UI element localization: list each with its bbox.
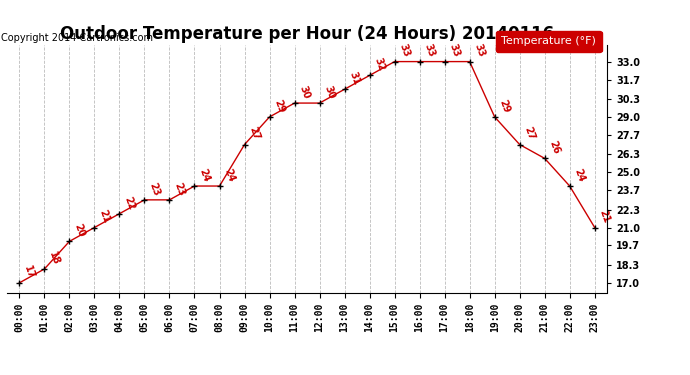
Text: 29: 29 <box>497 98 512 114</box>
Text: 22: 22 <box>122 195 137 211</box>
Text: 24: 24 <box>222 167 237 183</box>
Text: 27: 27 <box>248 126 262 142</box>
Text: 23: 23 <box>172 181 186 197</box>
Text: 33: 33 <box>422 43 437 59</box>
Text: 21: 21 <box>598 209 612 225</box>
Text: 33: 33 <box>448 43 462 59</box>
Text: 27: 27 <box>522 126 537 142</box>
Text: 33: 33 <box>473 43 486 59</box>
Text: 33: 33 <box>397 43 412 59</box>
Text: 30: 30 <box>297 84 312 100</box>
Text: 31: 31 <box>348 70 362 87</box>
Text: 23: 23 <box>148 181 161 197</box>
Text: 17: 17 <box>22 264 37 280</box>
Text: 29: 29 <box>273 98 286 114</box>
Text: 32: 32 <box>373 57 386 73</box>
Legend: Temperature (°F): Temperature (°F) <box>495 31 602 52</box>
Text: 21: 21 <box>97 209 112 225</box>
Text: 26: 26 <box>548 140 562 156</box>
Text: 30: 30 <box>322 84 337 100</box>
Text: 24: 24 <box>197 167 212 183</box>
Text: 20: 20 <box>72 222 86 238</box>
Text: 24: 24 <box>573 167 586 183</box>
Text: 18: 18 <box>48 250 61 266</box>
Title: Outdoor Temperature per Hour (24 Hours) 20140116: Outdoor Temperature per Hour (24 Hours) … <box>60 26 554 44</box>
Text: Copyright 2014 Cartronics.com: Copyright 2014 Cartronics.com <box>1 33 153 42</box>
